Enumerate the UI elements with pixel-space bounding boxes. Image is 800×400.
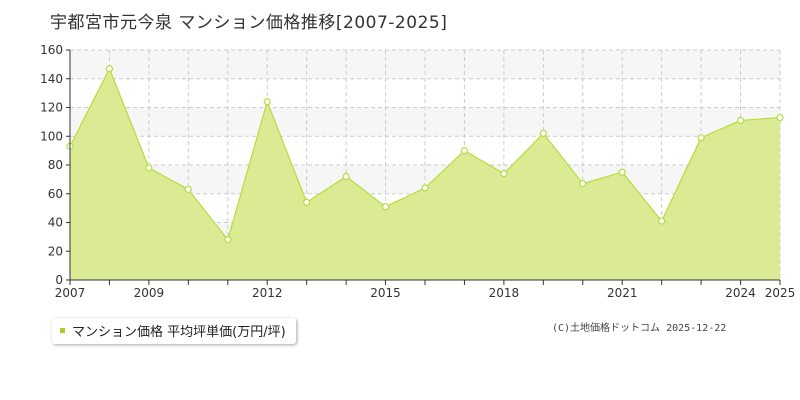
y-tick-label: 80: [48, 158, 63, 172]
data-point: [224, 236, 232, 244]
axes: [66, 49, 781, 285]
x-tick-label: 2015: [370, 286, 401, 300]
data-point: [460, 147, 469, 155]
data-point: [184, 185, 192, 194]
y-tick-label: 140: [40, 72, 63, 86]
y-tick-label: 20: [48, 244, 63, 258]
data-point: [658, 217, 666, 225]
x-tick-labels: 2007 2009 2012 2015 2018 2021 2024 2025: [55, 286, 796, 300]
data-point: [145, 164, 153, 172]
data-point: [697, 134, 705, 142]
legend: マンション価格 平均坪単価(万円/坪): [52, 318, 296, 344]
y-tick-labels: 0 20 40 60 80 100 120 140 160: [40, 43, 63, 287]
data-point: [303, 198, 311, 206]
data-point: [381, 203, 390, 211]
data-point: [500, 170, 508, 178]
data-point: [105, 65, 114, 73]
data-point: [263, 98, 271, 106]
data-point: [736, 116, 745, 125]
data-point: [579, 180, 587, 188]
y-tick-label: 0: [55, 273, 63, 287]
data-point: [776, 113, 784, 122]
y-tick-label: 100: [40, 129, 63, 143]
x-tick-label: 2024: [725, 286, 756, 300]
y-tick-label: 160: [40, 43, 63, 57]
y-tick-label: 120: [40, 101, 63, 115]
y-tick-label: 40: [48, 216, 63, 230]
chart-title: 宇都宮市元今泉 マンション価格推移[2007-2025]: [50, 13, 448, 33]
x-tick-label: 2021: [607, 286, 638, 300]
x-tick-label: 2007: [55, 286, 86, 300]
data-point: [342, 172, 350, 181]
y-tick-label: 60: [48, 187, 63, 201]
x-tick-label: 2018: [489, 286, 520, 300]
x-tick-label: 2025: [765, 286, 796, 300]
x-tick-label: 2012: [252, 286, 283, 300]
legend-marker: [60, 328, 65, 333]
copyright: (C)土地価格ドットコム 2025-12-22: [552, 323, 727, 334]
data-point: [539, 129, 547, 137]
data-point: [618, 168, 626, 176]
legend-label: マンション価格 平均坪単価(万円/坪): [72, 325, 286, 340]
series-area: [70, 68, 780, 280]
x-tick-label: 2009: [134, 286, 165, 300]
data-point: [421, 184, 429, 192]
